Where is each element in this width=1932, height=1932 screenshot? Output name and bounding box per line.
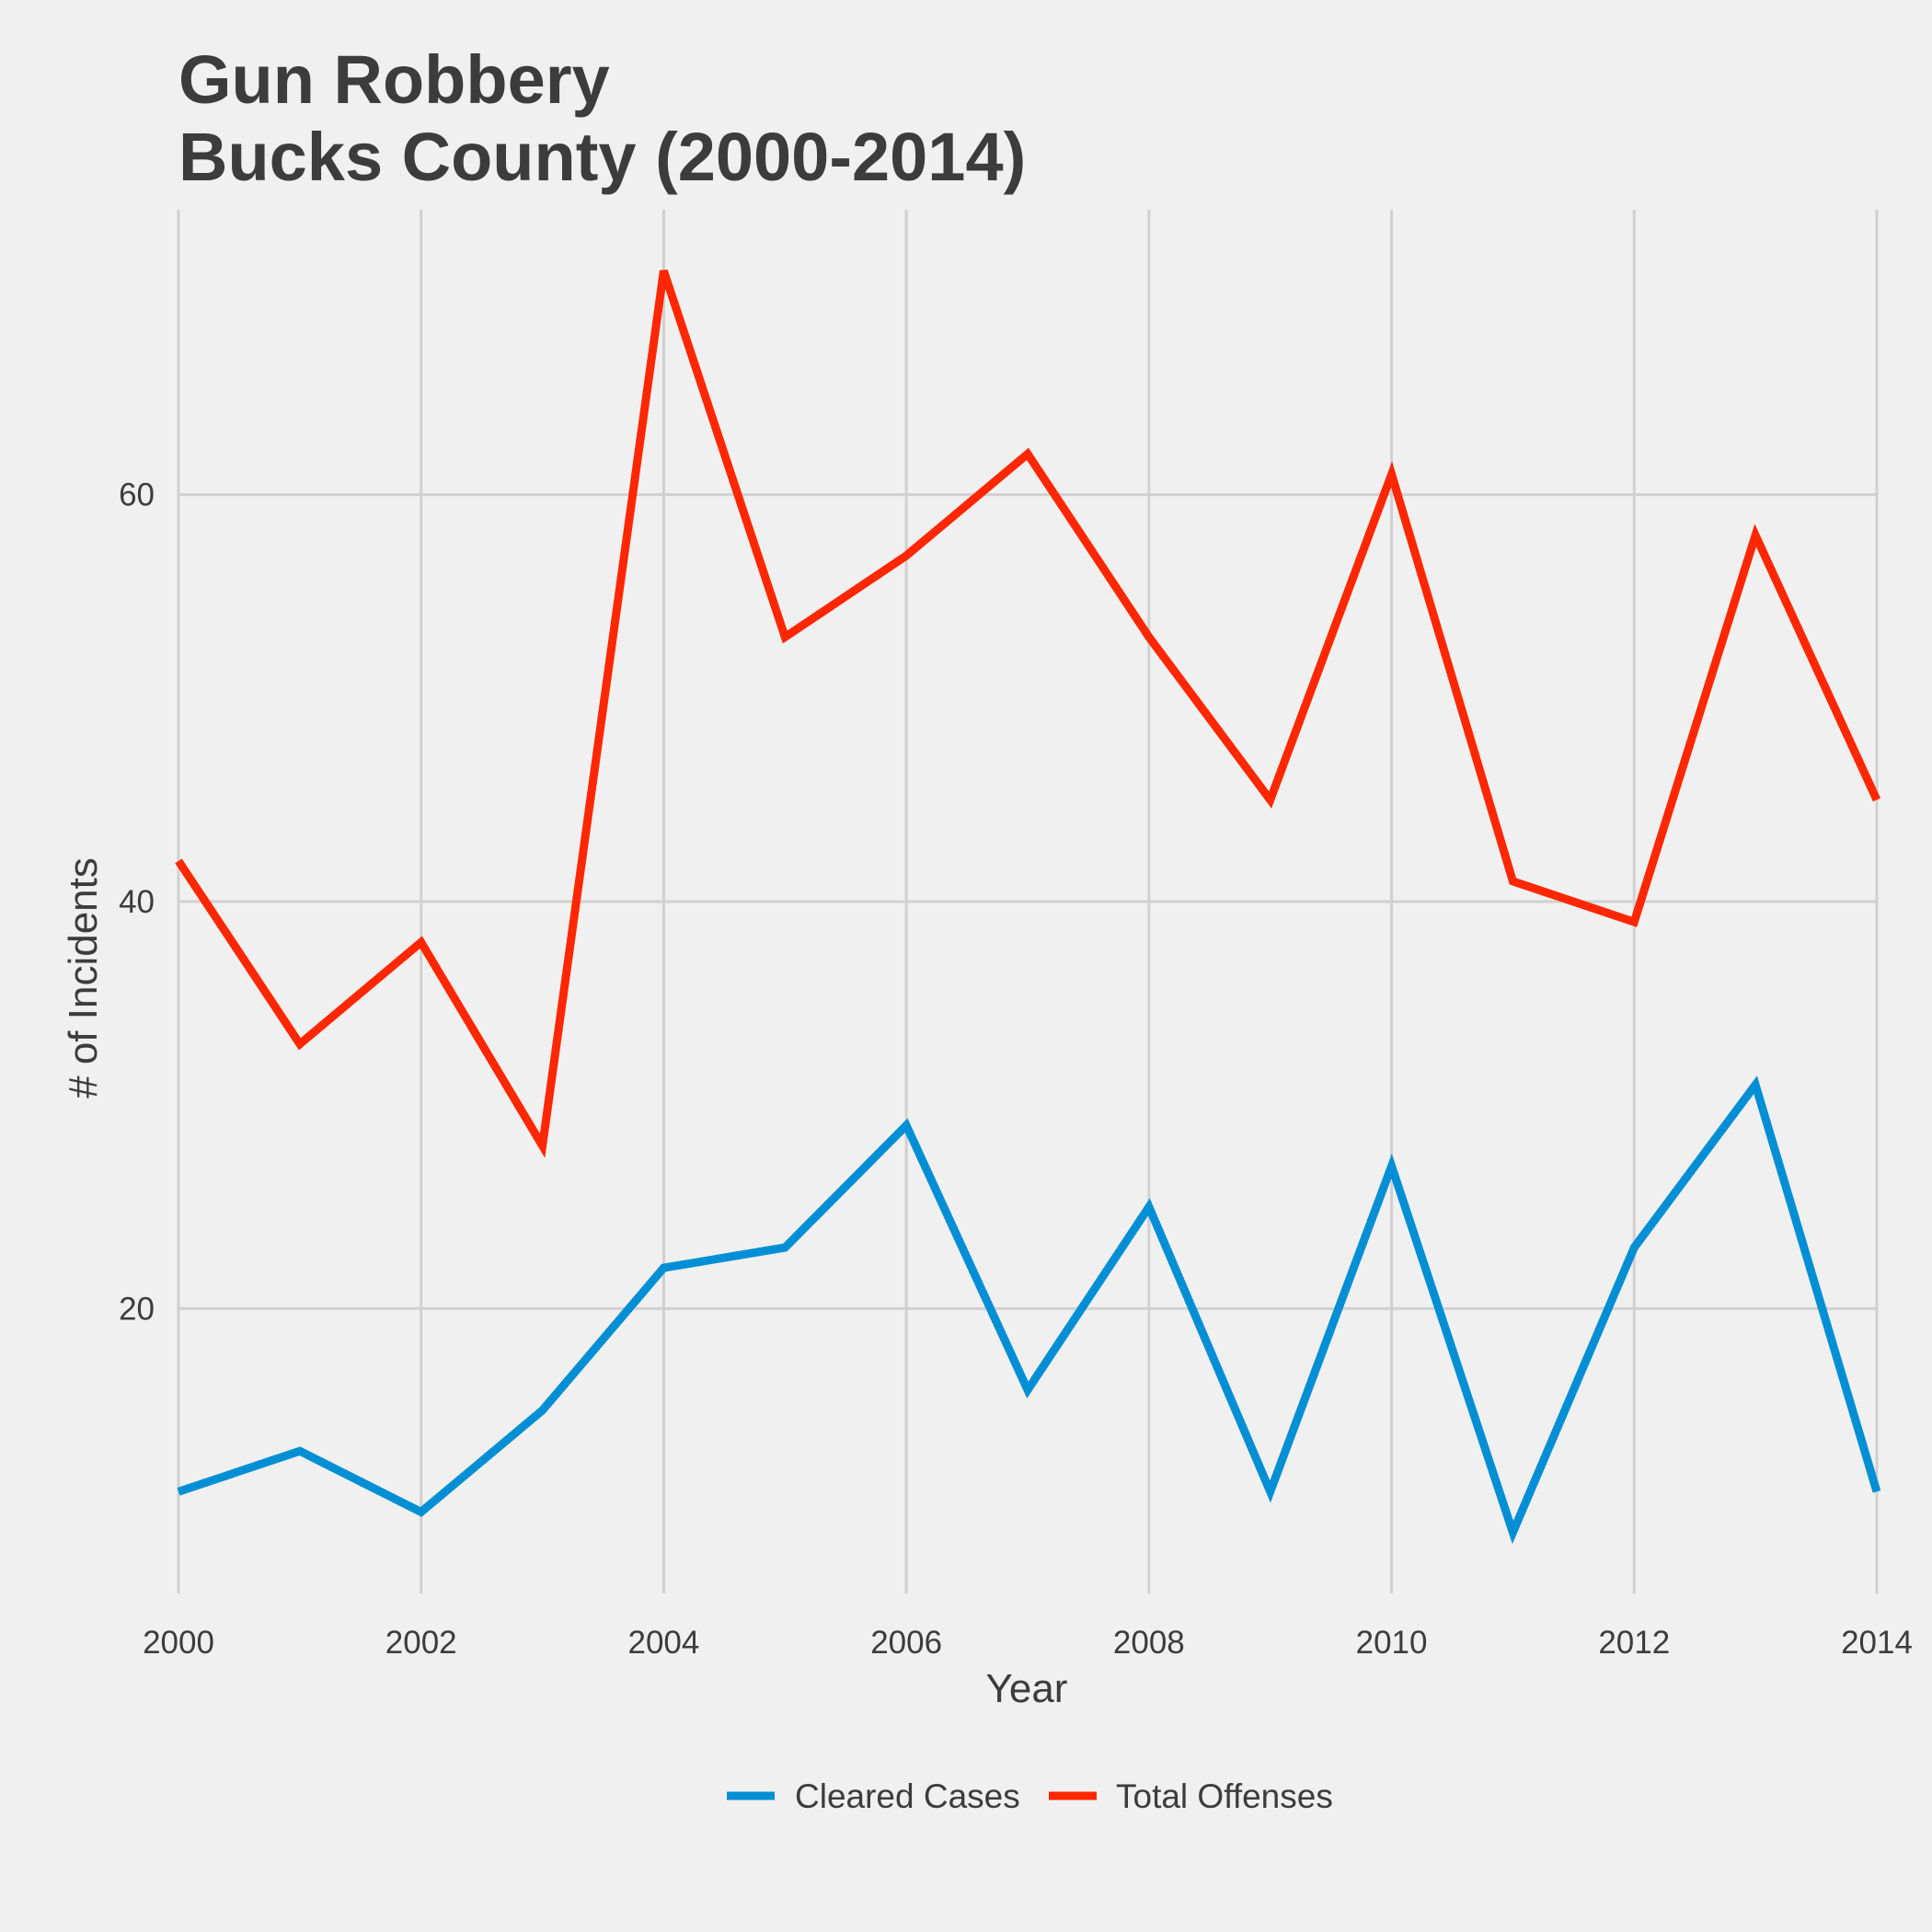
series-line-total-offenses — [175, 269, 1881, 1158]
x-tick-label: 2014 — [1841, 1625, 1913, 1661]
x-tick-label: 2006 — [870, 1625, 942, 1661]
x-tick-label: 2000 — [143, 1625, 214, 1661]
x-tick-label: 2004 — [627, 1625, 699, 1661]
legend-label: Cleared Cases — [795, 1777, 1020, 1815]
title-line-1: Gun Robbery — [178, 41, 610, 118]
y-axis-title: # of Incidents — [61, 857, 106, 1098]
series-lines — [175, 269, 1881, 1545]
legend: Cleared Cases Total Offenses — [727, 1777, 1333, 1815]
chart-title: Gun Robbery Bucks County (2000-2014) — [178, 41, 1026, 195]
x-tick-label: 2008 — [1113, 1625, 1185, 1661]
x-tick-labels: 2000 2002 2004 2006 2008 2010 2012 2014 — [143, 1625, 1913, 1661]
legend-label: Total Offenses — [1116, 1777, 1333, 1815]
y-tick-label: 40 — [119, 884, 155, 920]
y-gridlines — [178, 493, 1877, 1310]
x-tick-label: 2010 — [1356, 1625, 1428, 1661]
x-axis-title: Year — [986, 1666, 1068, 1711]
series-line-cleared-cases — [177, 1075, 1881, 1545]
x-tick-label: 2002 — [385, 1625, 457, 1661]
y-tick-label: 20 — [119, 1291, 155, 1327]
y-tick-label: 60 — [119, 477, 155, 513]
x-tick-label: 2012 — [1598, 1625, 1670, 1661]
title-line-2: Bucks County (2000-2014) — [178, 119, 1026, 195]
y-tick-labels: 20 40 60 — [119, 477, 155, 1328]
